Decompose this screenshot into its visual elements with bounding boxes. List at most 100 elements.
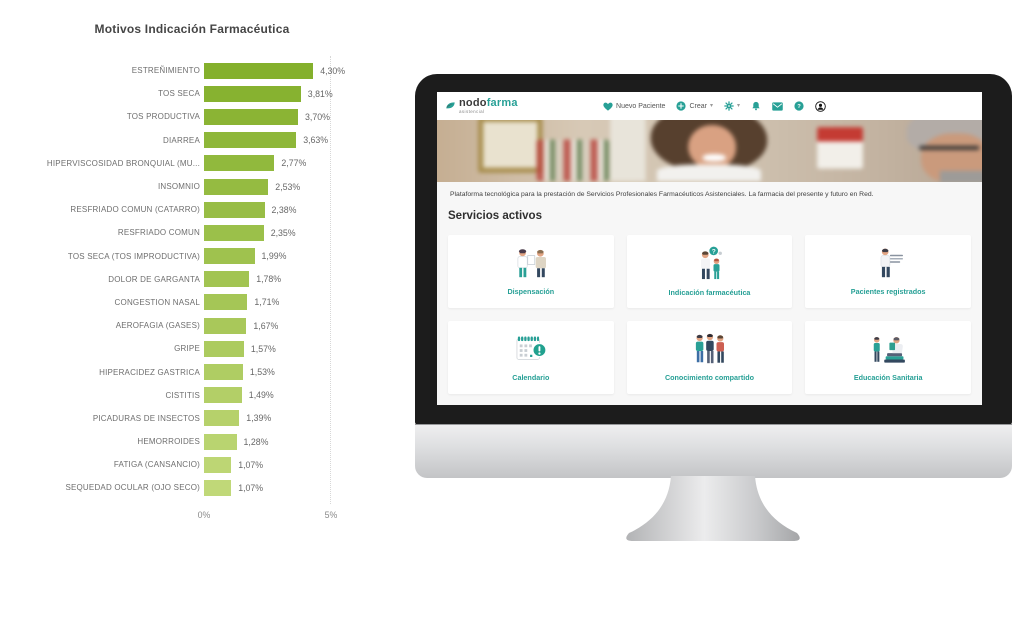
chart-value-label: 2,35% <box>270 227 296 238</box>
chart-row: ESTREÑIMIENTO 4,30% <box>8 59 388 82</box>
registered-patients-illustration-icon <box>880 248 904 278</box>
gear-icon <box>724 101 734 111</box>
chart-bar <box>204 132 297 149</box>
help-circle-icon: ? <box>794 101 804 111</box>
card-label: Indicación farmacéutica <box>668 288 751 298</box>
chart-bar <box>204 433 237 450</box>
hero-man-shoulder <box>939 170 982 182</box>
messages-button[interactable] <box>772 101 783 111</box>
chart-category-label: DOLOR DE GARGANTA <box>108 274 200 284</box>
chart-value-label: 1,07% <box>238 482 264 493</box>
chart-bar <box>204 317 247 334</box>
chart-value-label: 1,99% <box>261 251 287 262</box>
hero-product-box <box>817 127 863 169</box>
x-axis-tick-5: 5% <box>324 510 338 520</box>
chart-category-label: SEQUEDAD OCULAR (OJO SECO) <box>65 483 200 493</box>
chart-title: Motivos Indicación Farmacéutica <box>94 22 290 36</box>
chart-value-label: 1,07% <box>238 459 264 470</box>
chart-rows: ESTREÑIMIENTO 4,30% TOS SECA 3,81% TOS PRODU… <box>8 59 388 500</box>
chart-bar <box>204 85 301 102</box>
card-conocimiento-compartido[interactable]: Conocimiento compartido <box>626 320 793 394</box>
chart-bar <box>204 62 314 79</box>
chart-bar <box>204 456 232 473</box>
envelope-icon <box>772 101 783 111</box>
chart-category-label: PICADURAS DE INSECTOS <box>92 413 200 423</box>
new-patient-label: Nuevo Paciente <box>616 102 666 110</box>
chart-category-label: HIPERACIDEZ GASTRICA <box>99 367 200 377</box>
logo-subtitle: asistencial <box>459 108 485 114</box>
chart-row: TOS SECA 3,81% <box>8 82 388 105</box>
card-educacion-sanitaria[interactable]: Educación Sanitaria <box>805 320 971 394</box>
chart-value-label: 1,57% <box>250 343 276 354</box>
new-patient-button[interactable]: Nuevo Paciente <box>603 102 665 111</box>
card-dispensacion[interactable]: Dispensación <box>448 234 614 308</box>
chart-bar <box>204 155 275 172</box>
chart-bar <box>204 364 243 381</box>
chart-bar <box>204 387 242 404</box>
card-pacientes-registrados[interactable]: Pacientes registrados <box>805 234 971 308</box>
chart-row: TOS PRODUCTIVA 3,70% <box>8 105 388 128</box>
navbar: nodofarma asistencial Nuevo Paciente Cre… <box>437 92 982 120</box>
logo-text: nodofarma asistencial <box>459 96 518 115</box>
chart-category-label: CISTITIS <box>165 390 200 400</box>
card-indicacion-farmaceutica[interactable]: ? Indicación farmacéutica <box>626 234 793 308</box>
user-circle-icon <box>815 100 826 112</box>
chart-value-label: 1,28% <box>243 436 269 447</box>
nav-items: Nuevo Paciente Crear ▾ <box>603 100 826 112</box>
chevron-down-icon: ▾ <box>736 103 740 109</box>
card-calendario[interactable]: Calendario <box>448 320 614 394</box>
chart-category-label: DIARREA <box>163 135 200 145</box>
chart-value-label: 1,53% <box>249 367 275 378</box>
chevron-down-icon: ▾ <box>709 103 713 109</box>
chart-value-label: 2,38% <box>271 204 297 215</box>
nodofarma-logo[interactable]: nodofarma asistencial <box>445 96 518 115</box>
chart-category-label: HIPERVISCOSIDAD BRONQUIAL (MU... <box>46 158 200 168</box>
chart-category-label: GRIPE <box>174 344 200 354</box>
chart-value-label: 1,39% <box>246 413 272 424</box>
shared-knowledge-illustration-icon <box>696 333 725 364</box>
create-label: Crear <box>689 102 707 110</box>
chart-value-label: 3,63% <box>303 135 329 146</box>
calendar-icon <box>516 336 547 360</box>
chart-category-label: TOS PRODUCTIVA <box>126 112 200 122</box>
card-label: Dispensación <box>507 287 555 297</box>
hero-photo-layers <box>437 120 982 182</box>
hero-woman-face <box>688 125 737 169</box>
chart-row: SEQUEDAD OCULAR (OJO SECO) 1,07% <box>8 476 388 499</box>
logo-nodo: nodo <box>459 96 487 109</box>
services-grid: Dispensación ? Indicación farmacéutica <box>448 234 971 394</box>
card-label: Educación Sanitaria <box>853 373 923 383</box>
chart-bar <box>204 479 232 496</box>
settings-menu-button[interactable]: ▾ <box>724 101 740 111</box>
chart-value-label: 2,53% <box>275 181 301 192</box>
x-axis-tick-0: 0% <box>197 510 211 520</box>
hero-wall-frame <box>478 120 543 173</box>
chart-value-label: 1,78% <box>256 274 282 285</box>
hero-woman-coat <box>656 164 761 182</box>
chart-bar <box>204 340 244 357</box>
chart-value-label: 1,71% <box>254 297 280 308</box>
hero-woman-smile <box>702 154 726 162</box>
chart-category-label: AEROFAGIA (GASES) <box>115 321 200 331</box>
gridline-5pct <box>330 56 331 504</box>
leaf-logo-icon <box>446 101 455 108</box>
svg-text:?: ? <box>712 248 716 255</box>
chart-value-label: 2,77% <box>281 158 307 169</box>
chart-value-label: 1,49% <box>248 390 274 401</box>
chart-bar <box>204 294 248 311</box>
chart-row: DIARREA 3,63% <box>8 129 388 152</box>
account-button[interactable] <box>815 100 826 112</box>
website-screenshot: nodofarma asistencial Nuevo Paciente Cre… <box>437 92 982 405</box>
logo-farma: farma <box>486 96 518 109</box>
help-button[interactable]: ? <box>794 101 804 111</box>
notifications-button[interactable] <box>751 101 761 111</box>
chart-row: HIPERVISCOSIDAD BRONQUIAL (MU... 2,77% <box>8 152 388 175</box>
plus-circle-icon <box>676 101 687 111</box>
page-content: Plataforma tecnológica para la prestació… <box>437 182 982 405</box>
chart-row: PICADURAS DE INSECTOS 1,39% <box>8 407 388 430</box>
hero-door <box>610 120 646 182</box>
card-label: Calendario <box>512 373 550 383</box>
create-menu-button[interactable]: Crear ▾ <box>676 101 713 111</box>
chart-bar <box>204 108 298 125</box>
hero-photo <box>437 120 982 182</box>
